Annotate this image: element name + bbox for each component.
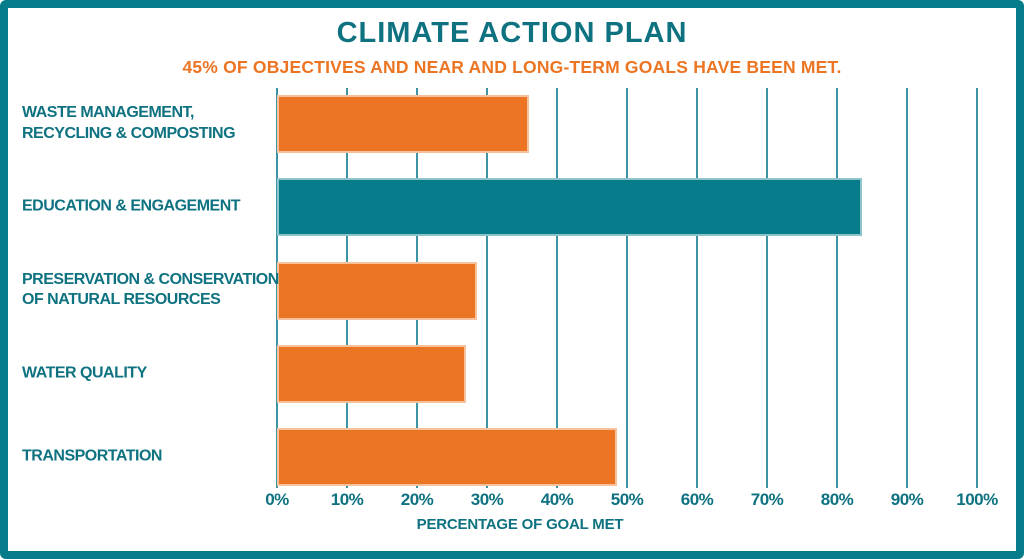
x-tick-label: 40% bbox=[540, 490, 574, 509]
category-label: PRESERVATION & CONSERVATION OF NATURAL R… bbox=[22, 270, 279, 309]
x-tick-label: 70% bbox=[750, 490, 784, 509]
x-tick-label: 20% bbox=[400, 490, 434, 509]
bar bbox=[277, 344, 466, 403]
gridline bbox=[556, 88, 558, 488]
bar bbox=[277, 428, 617, 486]
gridline bbox=[836, 88, 838, 488]
bar bbox=[277, 178, 862, 237]
x-tick-label: 10% bbox=[330, 490, 364, 509]
category-label: WATER QUALITY bbox=[22, 364, 147, 382]
x-tick-label: 50% bbox=[610, 490, 644, 509]
gridline bbox=[976, 88, 978, 488]
category-label: WASTE MANAGEMENT, RECYCLING & COMPOSTING bbox=[22, 104, 236, 142]
x-tick-label: 90% bbox=[890, 490, 924, 509]
bar bbox=[277, 95, 529, 153]
category-label: TRANSPORTATION bbox=[22, 447, 162, 465]
x-tick-label: 100% bbox=[956, 490, 998, 509]
x-axis-ticks: 0% 10% 20% 30% 40% 50% 60% 70% 80% 90% 100% bbox=[265, 490, 998, 512]
x-tick-label: 80% bbox=[820, 490, 854, 509]
x-axis-title: PERCENTAGE OF GOAL MET bbox=[416, 516, 624, 533]
x-tick-label: 0% bbox=[265, 490, 289, 509]
gridline bbox=[696, 88, 698, 488]
page-subtitle: 45% OF OBJECTIVES AND NEAR AND LONG-TERM… bbox=[182, 57, 842, 77]
x-tick-label: 60% bbox=[680, 490, 714, 509]
gridline bbox=[766, 88, 768, 488]
plot-area bbox=[276, 88, 978, 488]
x-tick-label: 30% bbox=[470, 490, 504, 509]
bar bbox=[277, 261, 477, 320]
gridline bbox=[906, 88, 908, 488]
category-labels: WASTE MANAGEMENT, RECYCLING & COMPOSTING… bbox=[22, 88, 282, 488]
gridline bbox=[486, 88, 488, 488]
gridline bbox=[626, 88, 628, 488]
page-title: CLIMATE ACTION PLAN bbox=[336, 17, 688, 49]
category-label: EDUCATION & ENGAGEMENT bbox=[22, 197, 241, 215]
